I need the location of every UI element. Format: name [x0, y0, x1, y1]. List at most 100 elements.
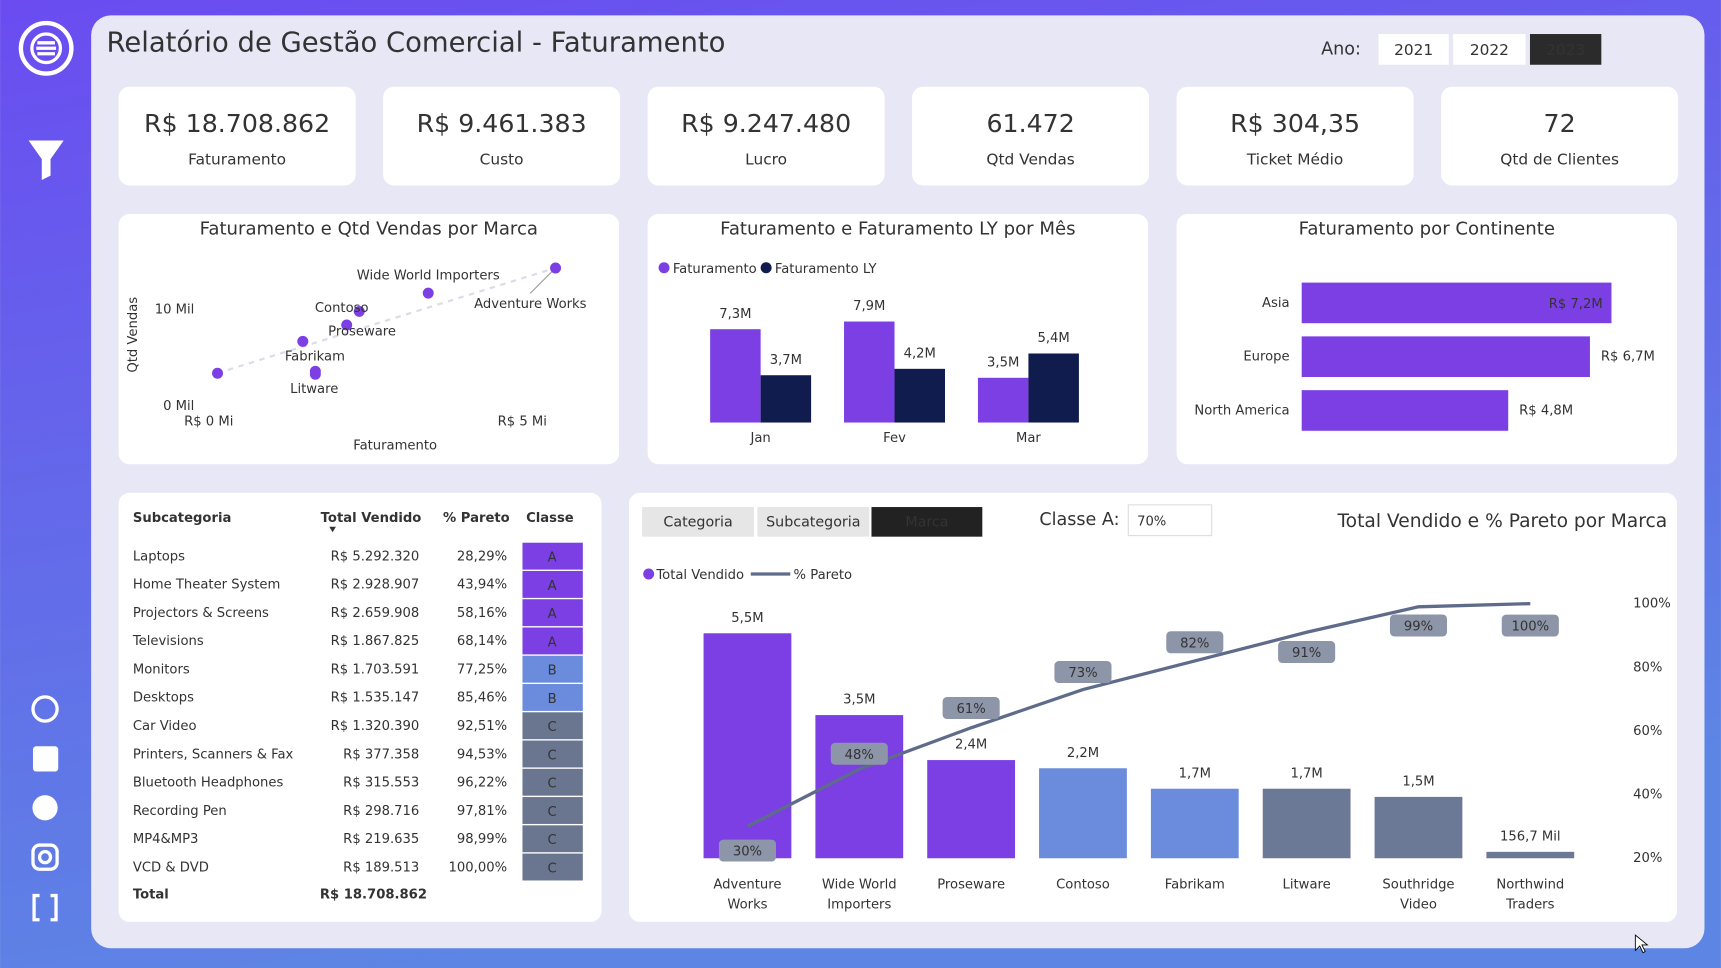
data-label: 3,5M [843, 693, 875, 708]
data-label: 1,7M [1290, 766, 1322, 781]
bar [844, 321, 895, 423]
legend-label: Faturamento [673, 262, 757, 277]
class-label: A [548, 607, 557, 622]
filter-dropdown[interactable] [1127, 504, 1213, 537]
data-label: 4,2M [904, 346, 936, 361]
y-tick-label: 10 Mil [155, 302, 195, 317]
scatter-point [309, 368, 321, 380]
table-cell: Televisions [132, 634, 204, 649]
x-tick-label: Mar [1016, 431, 1041, 446]
year-label: 2021 [1394, 41, 1433, 59]
kpi-card [647, 86, 885, 186]
table-cell: R$ 377.358 [343, 747, 419, 762]
class-label: A [548, 579, 557, 594]
data-label: 2,2M [1067, 746, 1099, 761]
web-icon[interactable] [31, 695, 59, 723]
kpi-label: Qtd Vendas [986, 151, 1074, 169]
scatter-point [353, 305, 365, 317]
tab-button[interactable] [642, 507, 755, 537]
table-total: Total [133, 887, 169, 902]
x-tick-label: R$ 0 Mi [184, 414, 233, 429]
class-cell [522, 853, 583, 881]
table-cell: 85,46% [457, 691, 507, 706]
kpi-card [1176, 86, 1414, 186]
class-cell [522, 542, 583, 570]
table-cell: R$ 1.320.390 [331, 719, 420, 734]
table-cell: 68,14% [457, 634, 507, 649]
class-label: B [548, 692, 557, 707]
data-label: 5,5M [731, 611, 763, 626]
table-cell: R$ 298.716 [343, 804, 419, 819]
table-header: Total Vendido [321, 511, 422, 526]
logo [18, 20, 74, 76]
facebook-icon[interactable] [32, 795, 58, 821]
instagram-icon[interactable] [31, 843, 59, 871]
point-label: Contoso [315, 301, 369, 316]
scatter-point [550, 262, 562, 274]
y2-tick-label: 100% [1633, 597, 1671, 612]
kpi-card [912, 86, 1150, 186]
pareto-label-box [1389, 614, 1448, 637]
year-button[interactable] [1453, 34, 1526, 65]
x-tick-label: Contoso [1056, 878, 1110, 893]
x-tick-label: Jan [749, 431, 770, 446]
table-cell: 97,81% [457, 804, 507, 819]
kpi-value: R$ 304,35 [1230, 109, 1360, 138]
year-button[interactable] [1529, 34, 1602, 65]
bar [1150, 788, 1239, 859]
data-label: 7,9M [853, 299, 885, 314]
table-cell: Home Theater System [133, 578, 280, 593]
page-title: Relatório de Gestão Comercial - Faturame… [107, 27, 726, 58]
kpi-value: R$ 18.708.862 [144, 109, 330, 138]
sort-arrow[interactable] [329, 526, 336, 533]
y2-tick-label: 60% [1633, 724, 1662, 739]
pareto-label: 91% [1292, 646, 1321, 661]
x-tick-label: Fev [883, 431, 906, 446]
class-cell [522, 627, 583, 655]
bar [1301, 282, 1612, 324]
table-cell: Printers, Scanners & Fax [133, 747, 294, 762]
filter-icon[interactable] [28, 140, 64, 180]
tab-button[interactable] [757, 507, 870, 537]
table-total: R$ 18.708.862 [320, 887, 427, 902]
class-label: C [548, 720, 557, 735]
y-tick-label: 0 Mil [163, 399, 194, 414]
class-label: A [548, 551, 557, 566]
year-button[interactable] [1378, 34, 1449, 65]
logo-inner [30, 32, 63, 65]
table-cell: 58,16% [457, 606, 507, 621]
class-cell [522, 768, 583, 796]
class-label: C [548, 777, 557, 792]
linkedin-icon[interactable] [32, 746, 59, 772]
year-label: Ano: [1321, 39, 1361, 59]
x-tick-label: Southridge Video [1382, 878, 1454, 913]
table-header: % Pareto [443, 511, 510, 526]
data-label: 3,5M [987, 355, 1019, 370]
pareto-label-box [718, 839, 776, 862]
data-label: R$ 6,7M [1601, 350, 1655, 365]
class-cell [522, 655, 583, 683]
kpi-card [1441, 86, 1679, 186]
bar [1374, 796, 1463, 859]
data-label: R$ 4,8M [1519, 403, 1573, 418]
class-label: C [548, 805, 557, 820]
bar [760, 375, 812, 423]
data-label: 156,7 Mil [1500, 829, 1561, 844]
cursor [1634, 934, 1649, 954]
year-label: 2023 [1546, 41, 1585, 59]
scatter-point [341, 319, 353, 331]
pareto-label-box [1501, 614, 1559, 637]
tab-button[interactable] [871, 507, 983, 537]
table-cell: R$ 219.635 [343, 832, 419, 847]
pareto-label: 61% [957, 702, 986, 717]
class-cell [522, 599, 583, 627]
data-label: 5,4M [1038, 331, 1070, 346]
point-label: Proseware [328, 325, 396, 340]
table-cell: Laptops [133, 549, 185, 564]
kpi-value: R$ 9.247.480 [681, 109, 851, 138]
bar [1028, 353, 1079, 423]
class-label: C [548, 833, 557, 848]
table-cell: 92,51% [457, 719, 507, 734]
pareto-label-box [1054, 661, 1112, 683]
brackets-icon[interactable] [32, 893, 58, 922]
